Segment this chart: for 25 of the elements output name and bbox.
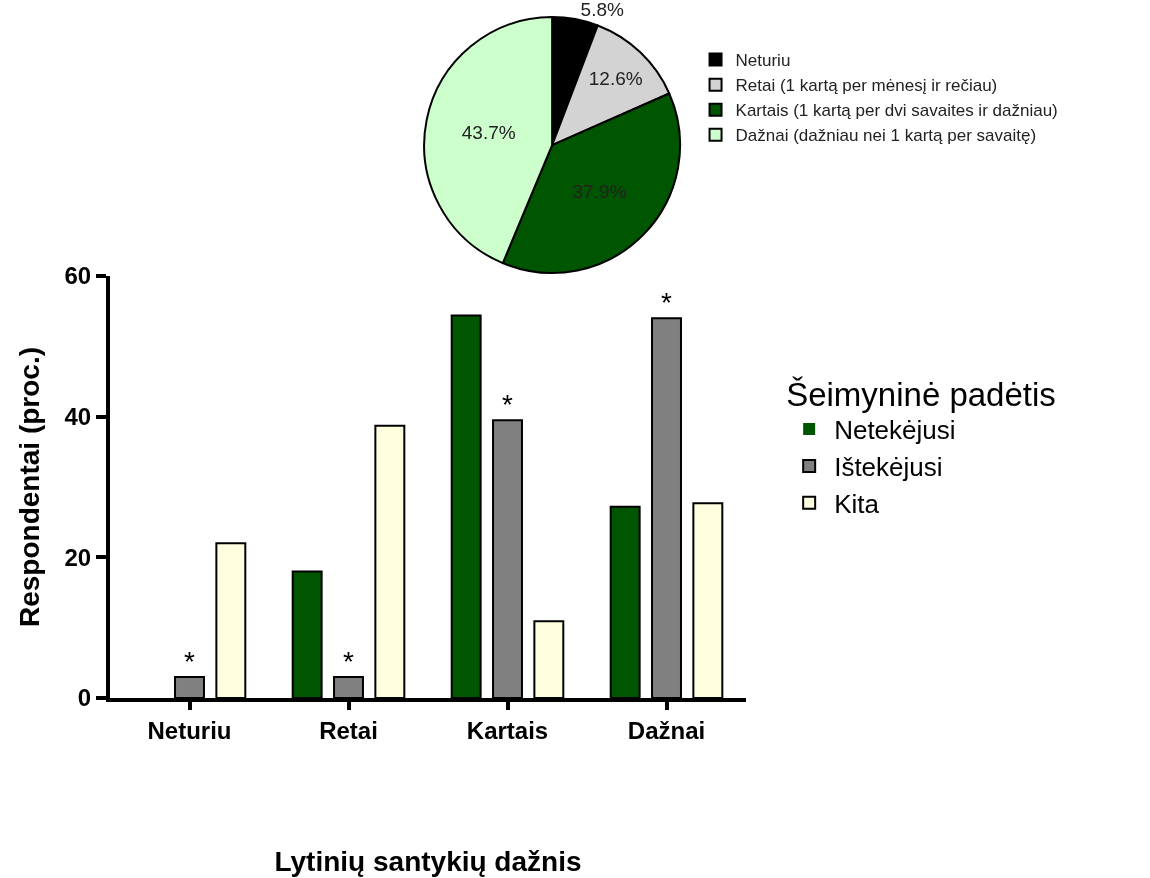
annotation: * xyxy=(502,389,513,420)
x-tick-label: Dažnai xyxy=(627,716,706,744)
legend-label: Ištekėjusi xyxy=(834,452,943,483)
legend-label: Kita xyxy=(834,488,880,519)
annotation: * xyxy=(184,646,195,677)
x-tick-label: Neturiu xyxy=(147,716,232,744)
x-tick-label: Retai xyxy=(319,716,378,744)
legend-label: Netekėjusi xyxy=(834,415,956,446)
y-axis-title: Respondentai (proc.) xyxy=(13,346,45,628)
y-tick-label: 60 xyxy=(64,262,92,290)
data-label: 43.7% xyxy=(461,121,516,143)
legend-label: Neturiu xyxy=(735,51,791,71)
y-tick-label: 40 xyxy=(64,403,92,431)
legend-label: Retai (1 kartą per mėnesį ir rečiau) xyxy=(735,76,998,96)
data-label: 5.8% xyxy=(580,0,624,20)
y-tick-label: 20 xyxy=(64,543,92,571)
y-tick-label: 0 xyxy=(77,684,92,712)
legend-title: Šeimyninė padėtis xyxy=(786,375,1056,413)
x-axis-title: Lytinių santykių dažnis xyxy=(274,846,582,878)
x-tick-label: Kartais xyxy=(466,716,549,744)
data-label: 12.6% xyxy=(588,67,643,89)
annotation: * xyxy=(661,287,672,318)
legend-label: Dažnai (dažniau nei 1 kartą per savaitę) xyxy=(735,126,1037,146)
annotation: * xyxy=(343,646,354,677)
legend-label: Kartais (1 kartą per dvi savaites ir dažniau) xyxy=(735,101,1058,121)
